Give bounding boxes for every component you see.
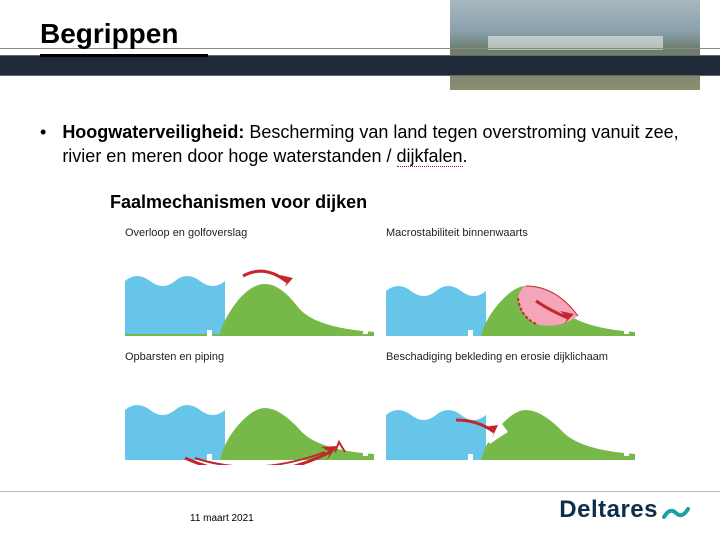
diagram-cell: Beschadiging bekleding en erosie dijklic… (386, 351, 635, 465)
diagram-label: Macrostabiliteit binnenwaarts (386, 227, 635, 253)
diagram-label: Overloop en golfoverslag (125, 227, 374, 253)
header-photo (450, 0, 700, 90)
footer-date: 11 maart 2021 (190, 513, 254, 524)
diagram-cell: Opbarsten en piping (125, 351, 374, 465)
diagram-label: Beschadiging bekleding en erosie dijklic… (386, 351, 635, 377)
deltares-logo: Deltares (559, 495, 690, 525)
term: Hoogwaterveiligheid: (62, 122, 244, 142)
header-band (0, 55, 720, 75)
header-rule (0, 75, 720, 76)
bullet-text: Hoogwaterveiligheid: Bescherming van lan… (62, 120, 680, 168)
bullet-marker: • (40, 120, 46, 168)
slide-footer: 11 maart 2021 Deltares (0, 485, 720, 540)
diagram-subheading: Faalmechanismen voor dijken (110, 192, 680, 213)
bullet-item: • Hoogwaterveiligheid: Bescherming van l… (40, 120, 680, 168)
diagram-macrostabiliteit (386, 256, 635, 341)
diagram-grid: Overloop en golfoverslag (125, 227, 635, 465)
slide-body: • Hoogwaterveiligheid: Bescherming van l… (0, 120, 720, 485)
diagram-cell: Overloop en golfoverslag (125, 227, 374, 341)
diagram-cell: Macrostabiliteit binnenwaarts (386, 227, 635, 341)
diagram-label: Opbarsten en piping (125, 351, 374, 377)
logo-wave-icon (662, 497, 690, 523)
diagram-overloop (125, 256, 374, 341)
definition-text: . (463, 146, 468, 166)
slide-title: Begrippen (40, 18, 208, 57)
diagram-piping (125, 380, 374, 465)
term-underlined: dijkfalen (397, 146, 463, 167)
logo-text: Deltares (559, 496, 658, 524)
diagram-erosie (386, 380, 635, 465)
footer-rule (0, 491, 720, 492)
slide-header: Begrippen (0, 0, 720, 100)
